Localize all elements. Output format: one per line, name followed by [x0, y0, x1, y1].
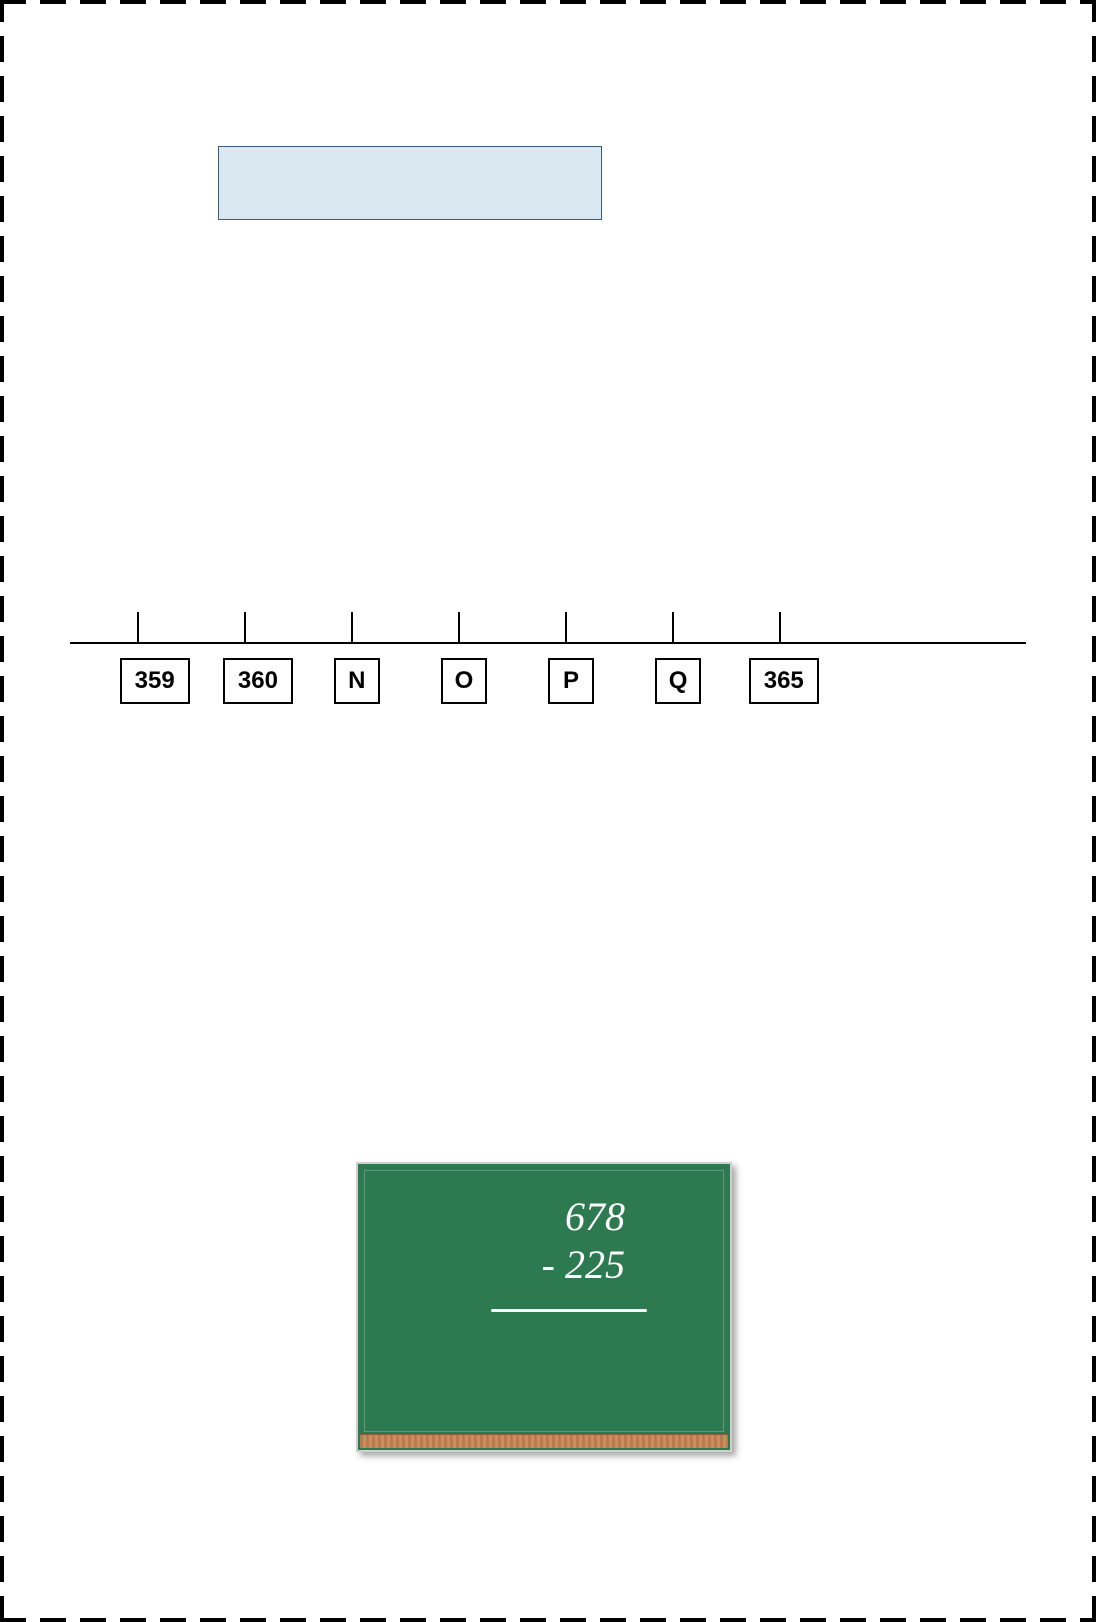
- title-box: [218, 146, 602, 220]
- label-text: P: [563, 667, 579, 695]
- label-text: 365: [764, 667, 804, 695]
- tick-0: [137, 612, 139, 644]
- label-text: 360: [238, 667, 278, 695]
- number-line: 359 360 N O P Q 365: [70, 600, 1026, 720]
- border-top: [0, 0, 1096, 4]
- subtraction-top-number: 678: [475, 1193, 625, 1240]
- number-line-label-5: Q: [655, 658, 701, 704]
- tick-5: [672, 612, 674, 644]
- chalkboard-inner: 678 - 225: [364, 1170, 724, 1432]
- chalkboard-tray: [360, 1434, 728, 1448]
- label-text: O: [455, 667, 474, 695]
- subtraction-bottom-number: - 225: [459, 1241, 625, 1288]
- number-line-label-3: O: [441, 658, 487, 704]
- tick-1: [244, 612, 246, 644]
- tick-3: [458, 612, 460, 644]
- label-text: 359: [135, 667, 175, 695]
- tick-6: [779, 612, 781, 644]
- tick-2: [351, 612, 353, 644]
- number-line-label-2: N: [334, 658, 380, 704]
- tick-4: [565, 612, 567, 644]
- label-text: Q: [669, 667, 688, 695]
- label-text: N: [348, 667, 365, 695]
- border-bottom: [0, 1618, 1096, 1622]
- number-line-axis: [70, 642, 1026, 644]
- number-line-label-0: 359: [120, 658, 190, 704]
- border-left: [0, 0, 4, 1622]
- subtraction-underline: [491, 1309, 647, 1312]
- border-right: [1092, 0, 1096, 1622]
- chalkboard: 678 - 225: [356, 1162, 732, 1452]
- number-line-label-6: 365: [749, 658, 819, 704]
- number-line-label-1: 360: [223, 658, 293, 704]
- number-line-label-4: P: [548, 658, 594, 704]
- page-frame: 359 360 N O P Q 365 678 - 225: [0, 0, 1096, 1622]
